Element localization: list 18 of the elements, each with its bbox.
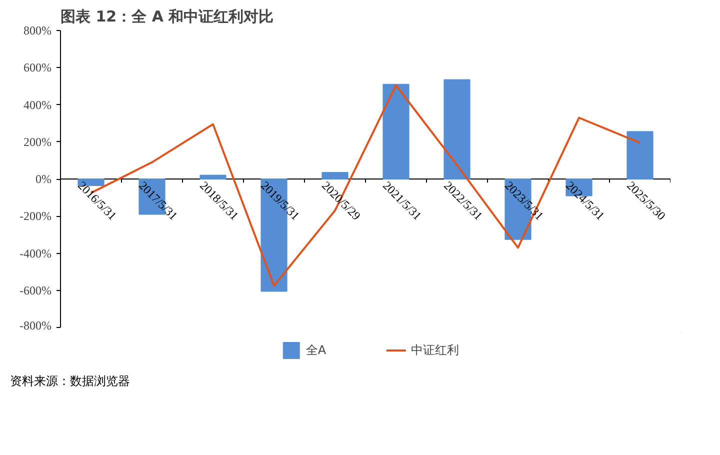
bar <box>200 174 226 180</box>
bar <box>382 84 410 180</box>
bar <box>322 172 348 180</box>
y-tick-label: -600% <box>20 283 52 298</box>
y-tick-label: -400% <box>20 246 52 260</box>
y-tick-label: 200% <box>24 134 52 149</box>
y-tick-label: 800% <box>24 24 52 38</box>
y-tick-label: -800% <box>20 318 52 332</box>
chart-title: 图表 12：全 A 和中证红利对比 <box>60 8 274 26</box>
legend-label: 中证红利 <box>411 342 460 358</box>
bar <box>444 79 470 180</box>
text: 资料来源：数据浏览器 <box>10 373 130 390</box>
y-tick-label: 400% <box>24 98 52 112</box>
bar <box>626 131 654 180</box>
y-tick-label: 0% <box>36 172 52 186</box>
y-tick-label: -200% <box>20 209 52 224</box>
y-tick-label: 600% <box>24 60 52 75</box>
legend-label: 全A <box>306 342 326 358</box>
